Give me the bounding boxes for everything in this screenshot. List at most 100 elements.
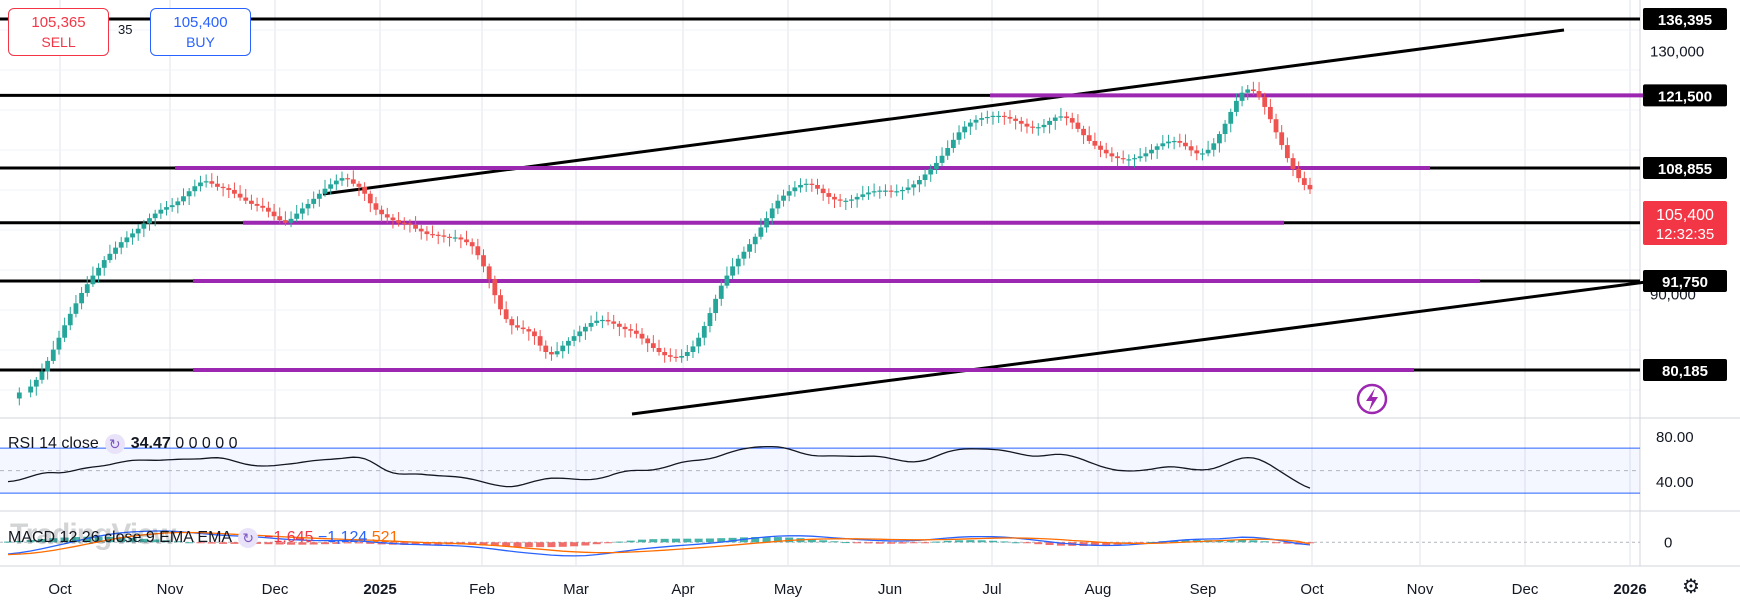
- macd-histogram-bar: [49, 538, 58, 543]
- time-tick: Dec: [1512, 581, 1539, 598]
- candle-body: [1035, 127, 1041, 129]
- candle-body: [1256, 91, 1262, 98]
- macd-histogram-bar: [966, 540, 975, 543]
- macd-legend[interactable]: MACD 12 26 close 9 EMA EMA ↻ −1,645 −1,124…: [8, 528, 398, 548]
- candle-body: [1092, 140, 1098, 146]
- macd-histogram-bar: [479, 542, 488, 546]
- candle-body: [203, 181, 209, 183]
- candle-body: [922, 174, 928, 180]
- macd-histogram-bar: [751, 537, 760, 543]
- candle-body: [877, 190, 883, 192]
- candle-body: [1239, 92, 1245, 101]
- macd-histogram-bar: [275, 542, 284, 545]
- candle-body: [367, 193, 373, 204]
- macd-histogram-bar: [321, 542, 330, 545]
- candle-body: [1047, 120, 1052, 125]
- candle-body: [543, 345, 549, 352]
- candle-body: [503, 309, 509, 320]
- candle-body: [447, 236, 452, 238]
- candle-body: [956, 132, 962, 140]
- candle-body: [566, 340, 571, 346]
- candle-body: [826, 193, 832, 197]
- candle-body: [843, 200, 849, 202]
- candle-body: [475, 246, 481, 256]
- macd-histogram-bar: [1283, 542, 1292, 544]
- candle-body: [1137, 156, 1143, 159]
- macd-histogram-bar: [1090, 542, 1099, 546]
- rsi-legend[interactable]: RSI 14 close ↻ 34.47 0 0 0 0 0: [8, 434, 238, 454]
- candle-body: [1183, 142, 1188, 147]
- macd-histogram-bar: [660, 538, 669, 543]
- candle-body: [175, 201, 181, 206]
- macd-histogram-bar: [943, 540, 952, 543]
- candle-body: [792, 187, 798, 192]
- macd-histogram-bar: [604, 542, 613, 544]
- macd-histogram-bar: [638, 539, 647, 543]
- lightning-icon[interactable]: [1356, 383, 1388, 415]
- candle-body: [1200, 153, 1205, 155]
- candle-body: [741, 251, 747, 259]
- time-tick: Feb: [469, 581, 495, 598]
- candle-body: [452, 237, 458, 239]
- cycle-icon[interactable]: ↻: [104, 434, 125, 454]
- candle-body: [1245, 89, 1251, 93]
- macd-histogram-bar: [887, 542, 896, 544]
- macd-histogram-bar: [536, 542, 545, 548]
- candle-body: [294, 213, 300, 219]
- candle-body: [118, 242, 124, 248]
- macd-histogram-bar: [1079, 542, 1088, 546]
- candle-body: [84, 284, 90, 293]
- candle-body: [56, 337, 62, 350]
- candle-body: [498, 295, 503, 310]
- gear-icon[interactable]: ⚙: [1682, 576, 1700, 598]
- candle-body: [894, 191, 900, 193]
- lower-channel-line: [631, 280, 1647, 416]
- rsi-tick: 80.00: [1656, 429, 1694, 446]
- time-tick: May: [774, 581, 803, 598]
- macd-histogram-bar: [830, 541, 839, 543]
- candle-body: [684, 351, 690, 357]
- candle-body: [1007, 116, 1013, 119]
- cycle-icon[interactable]: ↻: [238, 528, 259, 548]
- macd-histogram-bar: [1226, 540, 1235, 543]
- candle-body: [1115, 156, 1120, 159]
- candle-body: [1222, 123, 1228, 135]
- macd-histogram-bar: [1056, 542, 1065, 546]
- candle-body: [198, 182, 203, 187]
- candle-body: [1296, 168, 1302, 179]
- candle-body: [152, 213, 158, 219]
- candle-body: [316, 193, 322, 199]
- candle-body: [311, 198, 317, 204]
- candle-body: [1052, 117, 1058, 121]
- rsi-extras: 0 0 0 0 0: [175, 435, 238, 453]
- candle-body: [1284, 145, 1290, 159]
- buy-button[interactable]: 105,400 BUY: [150, 8, 251, 56]
- time-tick: Dec: [262, 581, 289, 598]
- candle-body: [973, 119, 979, 123]
- macd-histogram-bar: [1238, 539, 1247, 543]
- candle-body: [249, 200, 254, 204]
- candle-body: [933, 162, 939, 169]
- candle-body: [339, 178, 345, 181]
- current-price-tag: [1643, 201, 1727, 245]
- macd-histogram-bar: [649, 539, 658, 543]
- macd-line: [7, 530, 1311, 557]
- candle-body: [1279, 132, 1285, 146]
- macd-histogram-bar: [819, 540, 828, 543]
- macd-histogram-bar: [513, 542, 522, 547]
- candle-body: [662, 351, 668, 356]
- candle-body: [62, 325, 68, 338]
- candle-body: [107, 253, 113, 261]
- macd-histogram-bar: [921, 542, 930, 544]
- candle-body: [633, 330, 639, 334]
- candle-body: [690, 346, 696, 352]
- time-tick: Oct: [1300, 581, 1324, 598]
- macd-histogram-bar: [1272, 542, 1281, 544]
- candle-body: [996, 115, 1002, 118]
- macd-histogram-bar: [773, 537, 782, 543]
- candle-body: [1132, 158, 1137, 160]
- sell-button[interactable]: 105,365 SELL: [8, 8, 109, 56]
- candle-body: [333, 180, 339, 185]
- macd-label: MACD 12 26 close 9 EMA EMA: [8, 529, 233, 547]
